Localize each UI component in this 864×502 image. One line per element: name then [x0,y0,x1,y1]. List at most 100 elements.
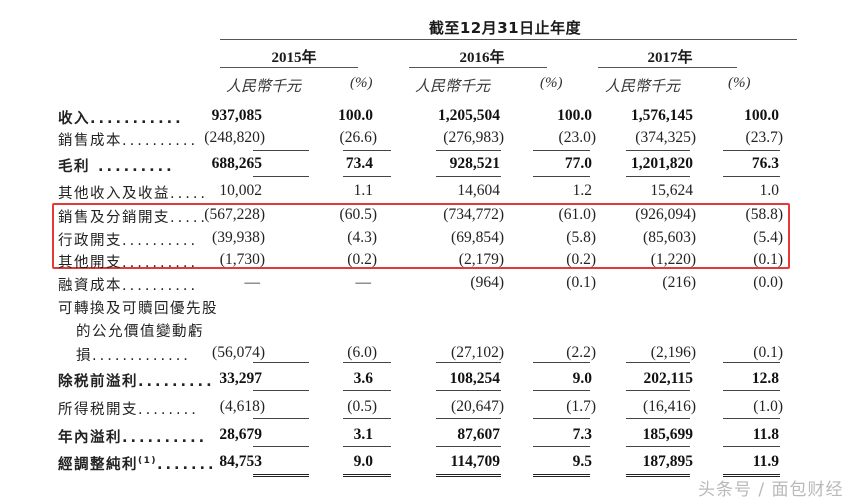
subtotal-underline [343,390,391,391]
subtotal-underline [626,446,690,447]
cell: 33,297 [219,370,262,387]
cell: (85,603) [643,229,696,246]
cell: (0.1) [566,274,596,291]
header-rule [220,39,797,40]
cell: 1,576,145 [631,107,693,124]
pct-label-2016: (%) [540,75,563,91]
subtotal-underline [723,446,780,447]
cell: (56,074) [212,344,265,361]
subtotal-underline [723,362,780,363]
cell: (0.1) [753,344,783,361]
cell: 185,699 [642,426,693,443]
cell: (0.2) [566,251,596,268]
subtotal-underline [533,418,590,419]
subtotal-underline [253,446,309,447]
cell: (216) [662,274,696,291]
cell: 77.0 [564,155,592,172]
total-double-underline [436,474,501,477]
cell: 202,115 [643,370,693,387]
subtotal-underline [723,390,780,391]
subtotal-underline [343,418,391,419]
subtotal-underline [626,418,690,419]
cell: (16,416) [643,398,696,415]
cell: 1.1 [353,182,373,199]
cell: (61.0) [558,206,596,223]
subtotal-underline [343,176,391,177]
row-label-other-income: 其他收入及收益..... [58,186,209,202]
cell: 688,265 [211,155,262,172]
row-label-administrative-expenses: 行政開支.......... [58,233,199,249]
cell: (567,228) [204,206,265,223]
row-label-other-expenses: 其他開支.......... [58,255,199,271]
cell: (926,094) [635,206,696,223]
subtotal-underline [436,446,501,447]
footnote-marker: (1) [138,456,157,467]
row-label-income-tax: 所得税開支........ [58,402,199,418]
cell: (0.5) [347,398,377,415]
subtotal-underline [343,446,391,447]
subtotal-underline [533,390,590,391]
cell: 928,521 [449,155,500,172]
cell: (1.0) [753,398,783,415]
row-label-revenue: 收入........... [58,111,184,127]
total-double-underline [723,474,780,477]
subtotal-underline [253,150,309,151]
cell: (2,179) [458,251,504,268]
cell: (374,325) [635,129,696,146]
cell: (2.2) [566,344,596,361]
cell: 1,205,504 [438,107,500,124]
cell: 100.0 [744,107,779,124]
row-label-selling-distribution-expenses: 銷售及分銷開支..... [58,210,209,226]
year-2015: 2015年 [271,50,317,66]
row-label-finance-costs: 融資成本.......... [58,278,199,294]
cell: (276,983) [443,129,504,146]
row-label-profit-before-tax: 除税前溢利......... [58,374,215,390]
subtotal-underline [626,150,690,151]
total-double-underline [343,474,391,477]
year-2016: 2016年 [459,50,505,66]
cell: 11.8 [752,426,779,443]
cell: (4,618) [219,398,265,415]
highlight-box [52,203,790,269]
subtotal-underline [436,176,501,177]
cell: (0.2) [347,251,377,268]
cell: 114,709 [450,453,500,470]
cell: 1.0 [759,182,779,199]
cell: (5.4) [753,229,783,246]
subtotal-underline [253,418,309,419]
subtotal-underline [253,390,309,391]
total-double-underline [253,474,309,477]
cell: 100.0 [557,107,592,124]
pct-label-2017: (%) [728,75,751,91]
subtotal-underline [533,176,590,177]
cell: (58.8) [745,206,783,223]
cell: (1.7) [566,398,596,415]
cell: (27,102) [451,344,504,361]
cell: (0.0) [753,274,783,291]
cell: — [244,274,261,291]
cell: 937,085 [211,107,262,124]
row-label-preferred-shares-fv-line3: 損............. [76,348,191,364]
cell: 84,753 [219,453,262,470]
subtotal-underline [253,176,309,177]
cell: 9.0 [353,453,373,470]
cell: 1,201,820 [631,155,693,172]
unit-label-2017: 人民幣千元 [605,79,681,95]
row-label-gross-profit: 毛利 ......... [58,159,175,175]
cell: 76.3 [751,155,779,172]
cell: (20,647) [451,398,504,415]
period-title: 截至12月31日止年度 [428,19,582,37]
subtotal-underline [343,362,391,363]
cell: 14,604 [457,182,500,199]
row-label-preferred-shares-fv-line1: 可轉換及可贖回優先股 [58,301,218,317]
cell: 9.0 [572,370,592,387]
subtotal-underline [626,390,690,391]
year-rule-2016 [409,67,547,68]
cell: (6.0) [347,344,377,361]
cell: 15,624 [650,182,693,199]
subtotal-underline [533,150,590,151]
cell: (2,196) [650,344,696,361]
subtotal-underline [626,362,690,363]
cell: (1,220) [650,251,696,268]
cell: 73.4 [345,155,373,172]
